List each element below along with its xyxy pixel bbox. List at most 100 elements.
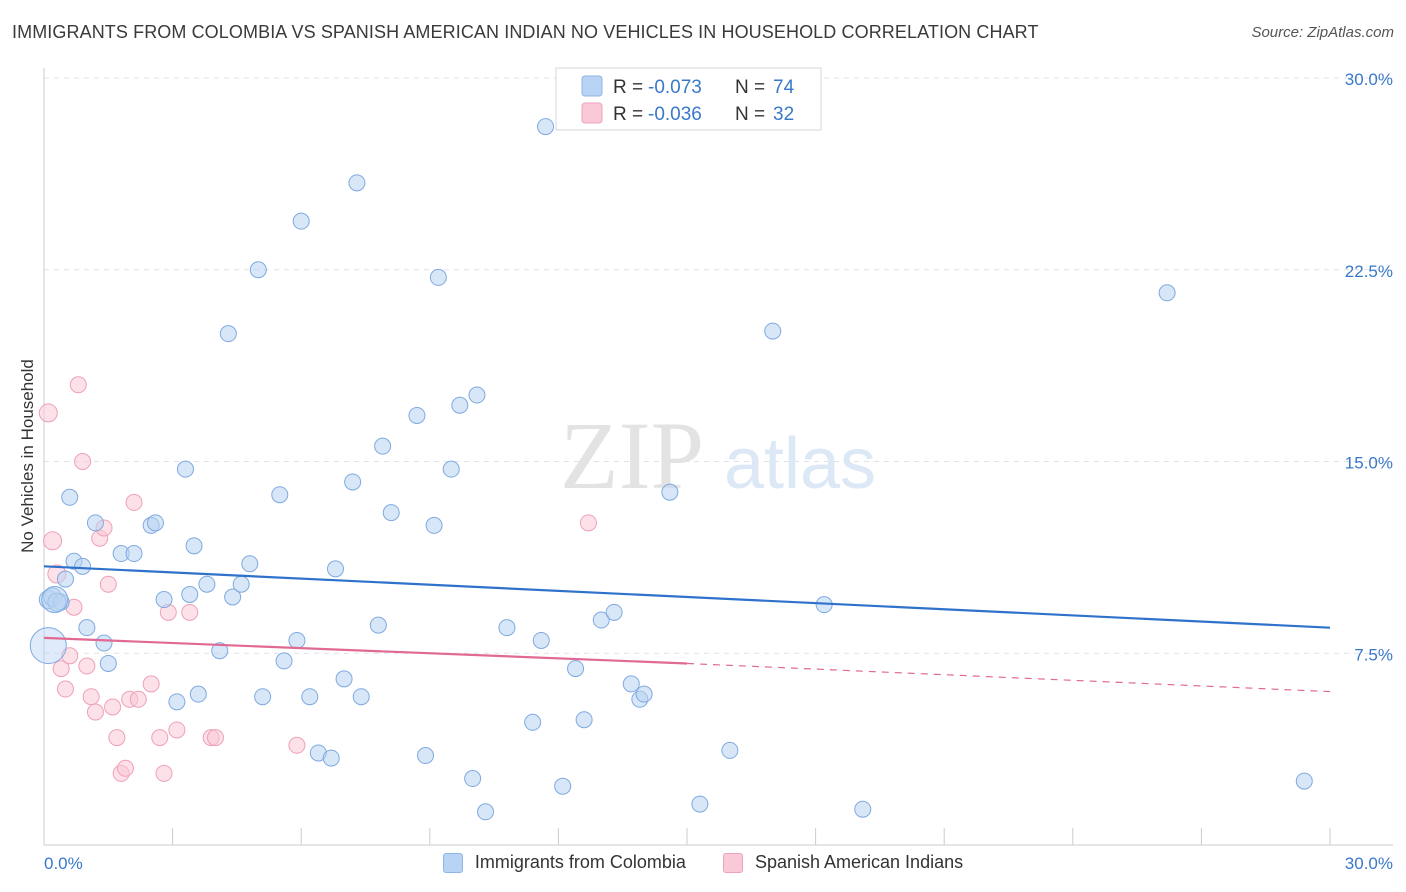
legend-bottom: Immigrants from Colombia Spanish America… — [0, 852, 1406, 878]
data-point — [61, 647, 79, 665]
data-point — [43, 531, 63, 551]
data-point — [254, 688, 272, 706]
data-point — [95, 634, 113, 652]
chart-title: IMMIGRANTS FROM COLOMBIA VS SPANISH AMER… — [12, 22, 1039, 42]
data-point — [1158, 284, 1176, 302]
data-point — [155, 764, 173, 782]
trend-line-colombia — [43, 565, 1331, 629]
watermark-atlas: atlas — [724, 424, 876, 504]
legend-item-colombia[interactable]: Immigrants from Colombia — [442, 852, 686, 873]
data-point — [425, 516, 443, 534]
data-point — [125, 545, 143, 563]
legend-n-label-pink: N = — [735, 104, 765, 125]
data-point — [211, 642, 229, 660]
data-point — [61, 488, 79, 506]
data-point — [241, 555, 259, 573]
data-point — [82, 688, 100, 706]
data-point — [442, 460, 460, 478]
data-point — [468, 386, 486, 404]
source-label: Source: ZipAtlas.com — [1251, 24, 1394, 41]
data-point — [185, 537, 203, 555]
data-point — [661, 483, 679, 501]
data-point — [129, 690, 147, 708]
data-point — [151, 729, 169, 747]
data-point — [537, 118, 555, 136]
data-point — [691, 795, 709, 813]
data-point — [854, 800, 872, 818]
series-spanish-american-indians — [38, 376, 597, 782]
data-point — [382, 504, 400, 522]
legend-n-value-blue: 74 — [773, 77, 795, 98]
data-point — [116, 759, 134, 777]
data-point — [532, 631, 550, 649]
data-point — [78, 657, 96, 675]
data-point — [605, 603, 623, 621]
trend-lines — [43, 565, 1331, 693]
data-point — [352, 688, 370, 706]
legend-item-spanish-american-indians[interactable]: Spanish American Indians — [722, 852, 964, 873]
y-tick-label: 7.5% — [1354, 645, 1393, 664]
data-point — [232, 575, 250, 593]
data-point — [635, 685, 653, 703]
data-point — [369, 616, 387, 634]
legend-r-label-blue: R = — [613, 77, 643, 98]
legend-n-value-pink: 32 — [773, 104, 794, 125]
legend-swatch-pink — [581, 102, 603, 124]
legend-r-value-pink: -0.036 — [648, 104, 702, 125]
series-immigrants-from-colombia — [29, 118, 1313, 821]
legend-label-colombia: Immigrants from Colombia — [474, 852, 686, 872]
data-point — [567, 660, 585, 678]
data-point — [52, 660, 70, 678]
data-point — [189, 685, 207, 703]
data-point — [464, 770, 482, 788]
data-point — [86, 703, 104, 721]
legend-swatch-colombia — [442, 852, 463, 873]
data-point — [224, 588, 242, 606]
data-point — [104, 698, 122, 716]
data-point — [1295, 772, 1313, 790]
watermark-zip: ZIP — [560, 402, 704, 509]
data-point — [271, 486, 289, 504]
data-point — [301, 688, 319, 706]
data-point — [99, 575, 117, 593]
data-point — [592, 611, 610, 629]
grid-layer — [44, 77, 1393, 654]
legend-r-value-blue: -0.073 — [648, 77, 702, 98]
data-point — [451, 396, 469, 414]
data-point — [56, 570, 74, 588]
data-point — [335, 670, 353, 688]
data-point — [408, 406, 426, 424]
data-point — [168, 721, 186, 739]
legend-label-spanish-american-indians: Spanish American Indians — [754, 852, 964, 872]
data-point — [219, 325, 237, 343]
data-point — [429, 268, 447, 286]
data-point — [292, 212, 310, 230]
data-point — [764, 322, 782, 340]
data-point — [477, 803, 495, 821]
data-point — [142, 675, 160, 693]
data-point — [322, 749, 340, 767]
data-point — [206, 729, 224, 747]
y-tick-label: 30.0% — [1345, 70, 1393, 89]
data-point — [146, 514, 164, 532]
data-point — [554, 777, 572, 795]
data-point — [348, 174, 366, 192]
legend-swatch-blue — [581, 75, 603, 97]
data-point — [575, 711, 593, 729]
data-point — [38, 403, 58, 423]
data-point — [374, 437, 392, 455]
data-point — [99, 654, 117, 672]
data-point — [579, 514, 597, 532]
data-point — [181, 585, 199, 603]
data-point — [108, 729, 126, 747]
data-point — [74, 453, 92, 470]
y-tick-label: 15.0% — [1345, 454, 1393, 473]
data-point — [56, 680, 74, 698]
data-point — [181, 603, 199, 621]
data-point — [524, 713, 542, 731]
y-axis-label: No Vehicles in Household — [18, 359, 37, 553]
data-point — [344, 473, 362, 491]
data-point — [498, 619, 516, 637]
x-tick-label-max: 30.0% — [1345, 854, 1393, 873]
